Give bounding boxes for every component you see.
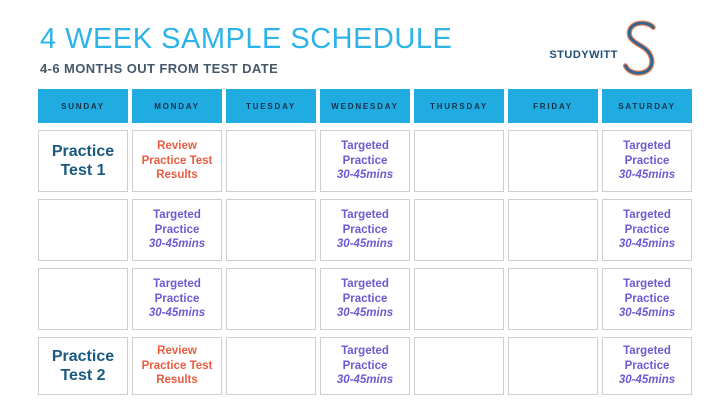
day-header-monday: MONDAY — [132, 89, 222, 123]
cell-text: Review — [157, 139, 197, 152]
cell-text: Targeted — [623, 344, 671, 357]
schedule-cell-week1-monday: Review Practice Test Results — [132, 130, 222, 192]
cell-text: Results — [156, 169, 198, 182]
cell-text: Test 1 — [60, 162, 106, 179]
cell-duration: 30-45mins — [148, 238, 206, 251]
title-block: 4 WEEK SAMPLE SCHEDULE 4-6 MONTHS OUT FR… — [40, 23, 453, 76]
cell-text: Targeted — [623, 139, 671, 152]
cell-duration: 30-45mins — [336, 238, 394, 251]
cell-text: Targeted — [153, 208, 201, 221]
schedule-cell-week3-thursday — [414, 268, 504, 330]
day-header-wednesday: WEDNESDAY — [320, 89, 410, 123]
schedule-cell-week1-saturday: Targeted Practice 30-45mins — [602, 130, 692, 192]
day-header-tuesday: TUESDAY — [226, 89, 316, 123]
cell-text: Targeted — [341, 208, 389, 221]
cell-text: Practice — [154, 223, 200, 236]
cell-text: Test 2 — [60, 367, 106, 384]
schedule-cell-week3-tuesday — [226, 268, 316, 330]
schedule-cell-week3-sunday — [38, 268, 128, 330]
schedule-cell-week2-wednesday: Targeted Practice 30-45mins — [320, 199, 410, 261]
schedule-cell-week2-sunday — [38, 199, 128, 261]
cell-text: Practice — [624, 359, 670, 372]
topbar: 4 WEEK SAMPLE SCHEDULE 4-6 MONTHS OUT FR… — [0, 0, 720, 78]
day-header-saturday: SATURDAY — [602, 89, 692, 123]
cell-duration: 30-45mins — [148, 307, 206, 320]
schedule-cell-week4-sunday: Practice Test 2 — [38, 337, 128, 395]
schedule-cell-week2-friday — [508, 199, 598, 261]
schedule-cell-week2-monday: Targeted Practice 30-45mins — [132, 199, 222, 261]
cell-duration: 30-45mins — [618, 307, 676, 320]
cell-text: Practice — [342, 154, 388, 167]
day-header-sunday: SUNDAY — [38, 89, 128, 123]
cell-text: Practice — [51, 347, 115, 365]
schedule-table: SUNDAY MONDAY TUESDAY WEDNESDAY THURSDAY FRID… — [38, 89, 692, 395]
cell-text: Targeted — [623, 208, 671, 221]
schedule-cell-week2-saturday: Targeted Practice 30-45mins — [602, 199, 692, 261]
schedule-cell-week4-wednesday: Targeted Practice 30-45mins — [320, 337, 410, 395]
cell-text: Practice Test — [141, 154, 213, 167]
schedule-cell-week3-monday: Targeted Practice 30-45mins — [132, 268, 222, 330]
schedule-cell-week1-friday — [508, 130, 598, 192]
schedule-cell-week1-tuesday — [226, 130, 316, 192]
schedule-cell-week4-monday: Review Practice Test Results — [132, 337, 222, 395]
cell-text: Targeted — [341, 277, 389, 290]
day-header-friday: FRIDAY — [508, 89, 598, 123]
schedule-cell-week3-friday — [508, 268, 598, 330]
schedule-cell-week4-tuesday — [226, 337, 316, 395]
cell-duration: 30-45mins — [336, 374, 394, 387]
schedule-cell-week4-thursday — [414, 337, 504, 395]
cell-text: Practice — [342, 292, 388, 305]
cell-text: Targeted — [153, 277, 201, 290]
cell-text: Review — [157, 344, 197, 357]
studywitt-logo: STUDYWITT — [549, 18, 662, 78]
schedule-cell-week4-friday — [508, 337, 598, 395]
cell-text: Results — [156, 374, 198, 387]
page-title: 4 WEEK SAMPLE SCHEDULE — [40, 23, 453, 55]
cell-duration: 30-45mins — [618, 374, 676, 387]
cell-text: Practice — [51, 142, 115, 160]
schedule-cell-week1-thursday — [414, 130, 504, 192]
logo-s-icon — [622, 20, 656, 76]
day-header-thursday: THURSDAY — [414, 89, 504, 123]
cell-text: Practice — [624, 154, 670, 167]
schedule-cell-week2-thursday — [414, 199, 504, 261]
logo-wordmark: STUDYWITT — [549, 49, 618, 61]
page-subtitle: 4-6 MONTHS OUT FROM TEST DATE — [40, 60, 279, 76]
cell-text: Practice — [342, 359, 388, 372]
cell-text: Practice — [624, 292, 670, 305]
cell-text: Practice Test — [141, 359, 213, 372]
schedule-cell-week1-wednesday: Targeted Practice 30-45mins — [320, 130, 410, 192]
cell-duration: 30-45mins — [618, 238, 676, 251]
schedule-cell-week3-saturday: Targeted Practice 30-45mins — [602, 268, 692, 330]
cell-text: Practice — [154, 292, 200, 305]
cell-text: Targeted — [341, 344, 389, 357]
cell-text: Targeted — [341, 139, 389, 152]
schedule-cell-week2-tuesday — [226, 199, 316, 261]
cell-duration: 30-45mins — [336, 307, 394, 320]
schedule-cell-week1-sunday: Practice Test 1 — [38, 130, 128, 192]
schedule-cell-week3-wednesday: Targeted Practice 30-45mins — [320, 268, 410, 330]
cell-text: Targeted — [623, 277, 671, 290]
cell-duration: 30-45mins — [618, 169, 676, 182]
schedule-cell-week4-saturday: Targeted Practice 30-45mins — [602, 337, 692, 395]
cell-text: Practice — [624, 223, 670, 236]
cell-text: Practice — [342, 223, 388, 236]
cell-duration: 30-45mins — [336, 169, 394, 182]
